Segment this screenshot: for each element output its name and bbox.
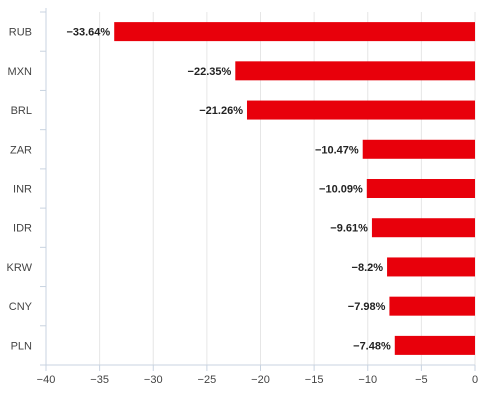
category-label-idr: IDR — [13, 223, 32, 235]
value-label-zar: −10.47% — [315, 144, 359, 156]
category-label-mxn: MXN — [8, 66, 33, 78]
value-label-krw: −8.2% — [352, 262, 384, 274]
category-label-krw: KRW — [7, 262, 33, 274]
value-label-cny: −7.98% — [348, 301, 386, 313]
category-label-cny: CNY — [9, 301, 33, 313]
bar-idr — [371, 218, 475, 238]
value-label-mxn: −22.35% — [188, 66, 232, 78]
category-labels: RUB MXN BRL ZAR INR IDR KRW CNY PLN — [7, 27, 33, 353]
value-label-idr: −9.61% — [330, 223, 368, 235]
x-tick-label: −15 — [305, 374, 324, 386]
category-label-brl: BRL — [11, 105, 32, 117]
x-tick-labels: −40 −35 −30 −25 −20 −15 −10 −5 0 — [37, 374, 478, 386]
bars — [114, 22, 475, 355]
bar-inr — [366, 179, 475, 198]
x-tick-label: −20 — [251, 374, 270, 386]
x-tick-label: −10 — [358, 374, 377, 386]
value-label-rub: −33.64% — [66, 27, 110, 39]
bar-pln — [394, 335, 475, 355]
value-labels: −33.64% −22.35% −21.26% −10.47% −10.09% −9.61… — [66, 27, 391, 353]
value-label-inr: −10.09% — [319, 184, 363, 196]
value-label-brl: −21.26% — [199, 105, 243, 117]
value-label-pln: −7.48% — [353, 340, 391, 352]
bar-mxn — [235, 61, 475, 81]
x-tick-label: −30 — [144, 374, 163, 386]
x-tick-label: −40 — [37, 374, 56, 386]
category-label-pln: PLN — [11, 340, 32, 352]
category-label-rub: RUB — [9, 27, 32, 39]
category-label-zar: ZAR — [10, 144, 32, 156]
axes — [40, 8, 476, 371]
bar-krw — [387, 257, 475, 277]
x-tick-label: 0 — [472, 374, 478, 386]
bar-zar — [362, 139, 475, 159]
x-tick-label: −5 — [415, 374, 428, 386]
category-label-inr: INR — [13, 184, 32, 196]
x-tick-label: −35 — [90, 374, 109, 386]
bar-cny — [389, 296, 475, 316]
bar-brl — [246, 100, 475, 120]
bar-rub — [114, 22, 475, 42]
x-tick-label: −25 — [198, 374, 217, 386]
